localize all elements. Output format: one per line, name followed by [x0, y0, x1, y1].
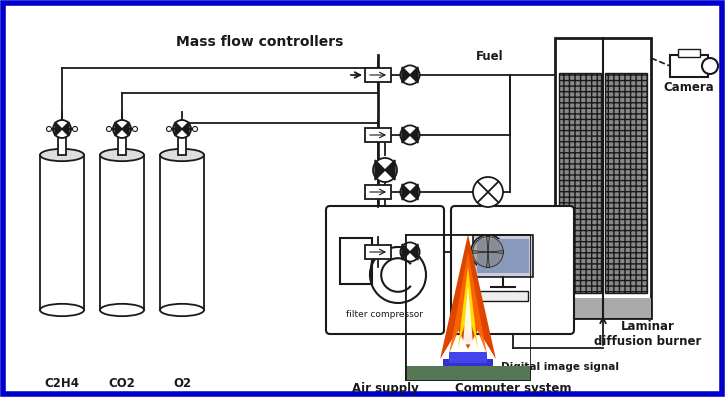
Bar [100, 155, 144, 310]
Bar [442, 359, 493, 381]
Bar [365, 245, 391, 259]
Bar [558, 41, 648, 69]
Bar [365, 185, 391, 199]
Ellipse shape [100, 149, 144, 161]
Ellipse shape [40, 304, 84, 316]
Bar [473, 235, 533, 277]
Ellipse shape [40, 149, 84, 161]
Text: Computer system: Computer system [455, 382, 571, 395]
Circle shape [72, 127, 78, 131]
Text: O2: O2 [173, 377, 191, 390]
Polygon shape [486, 251, 503, 267]
Polygon shape [440, 234, 496, 359]
Circle shape [167, 127, 172, 131]
Polygon shape [55, 122, 69, 136]
Circle shape [373, 158, 397, 182]
FancyBboxPatch shape [451, 206, 574, 334]
Bar [477, 239, 529, 273]
Bar [405, 366, 531, 381]
Circle shape [107, 127, 112, 131]
Polygon shape [458, 266, 478, 349]
Text: C2H4: C2H4 [44, 377, 80, 390]
Circle shape [702, 58, 718, 74]
Ellipse shape [160, 304, 204, 316]
Bar [365, 68, 391, 82]
Polygon shape [115, 122, 129, 136]
Text: Mass flow controllers: Mass flow controllers [176, 35, 344, 49]
Circle shape [173, 120, 191, 138]
Text: Fuel: Fuel [476, 50, 504, 63]
Circle shape [53, 120, 71, 138]
Polygon shape [402, 67, 418, 83]
Bar [340, 238, 372, 284]
Polygon shape [463, 286, 473, 344]
Polygon shape [375, 160, 395, 180]
Bar [670, 55, 708, 77]
Polygon shape [473, 251, 489, 267]
Bar [555, 38, 651, 318]
Polygon shape [402, 244, 418, 260]
Bar [605, 73, 647, 293]
Circle shape [473, 177, 503, 207]
Circle shape [400, 125, 420, 145]
Text: CO2: CO2 [109, 377, 136, 390]
Bar [178, 137, 186, 155]
Bar [478, 291, 528, 301]
Circle shape [113, 120, 131, 138]
Polygon shape [449, 252, 487, 355]
Bar [678, 49, 700, 57]
Polygon shape [473, 237, 489, 253]
FancyBboxPatch shape [326, 206, 444, 334]
Circle shape [193, 127, 197, 131]
Circle shape [400, 66, 420, 85]
Bar [559, 73, 601, 293]
Circle shape [133, 127, 138, 131]
Text: filter compressor: filter compressor [347, 310, 423, 319]
Circle shape [400, 243, 420, 262]
Text: Camera: Camera [663, 81, 714, 94]
Circle shape [471, 235, 505, 269]
Text: Oxidizer
Stream: Oxidizer Stream [505, 266, 555, 287]
Bar [58, 137, 66, 155]
Bar [40, 155, 84, 310]
Polygon shape [175, 122, 189, 136]
Circle shape [400, 182, 420, 202]
Text: Air supply: Air supply [352, 382, 418, 395]
Polygon shape [402, 127, 418, 143]
Bar [449, 352, 487, 364]
Polygon shape [402, 184, 418, 200]
Text: Digital image signal: Digital image signal [501, 362, 619, 372]
Bar [365, 128, 391, 142]
Bar [555, 298, 651, 318]
Bar [160, 155, 204, 310]
Ellipse shape [100, 304, 144, 316]
Polygon shape [486, 237, 503, 253]
Ellipse shape [160, 149, 204, 161]
Text: Laminar
diffusion burner: Laminar diffusion burner [594, 320, 702, 348]
Bar [118, 137, 126, 155]
Circle shape [46, 127, 51, 131]
